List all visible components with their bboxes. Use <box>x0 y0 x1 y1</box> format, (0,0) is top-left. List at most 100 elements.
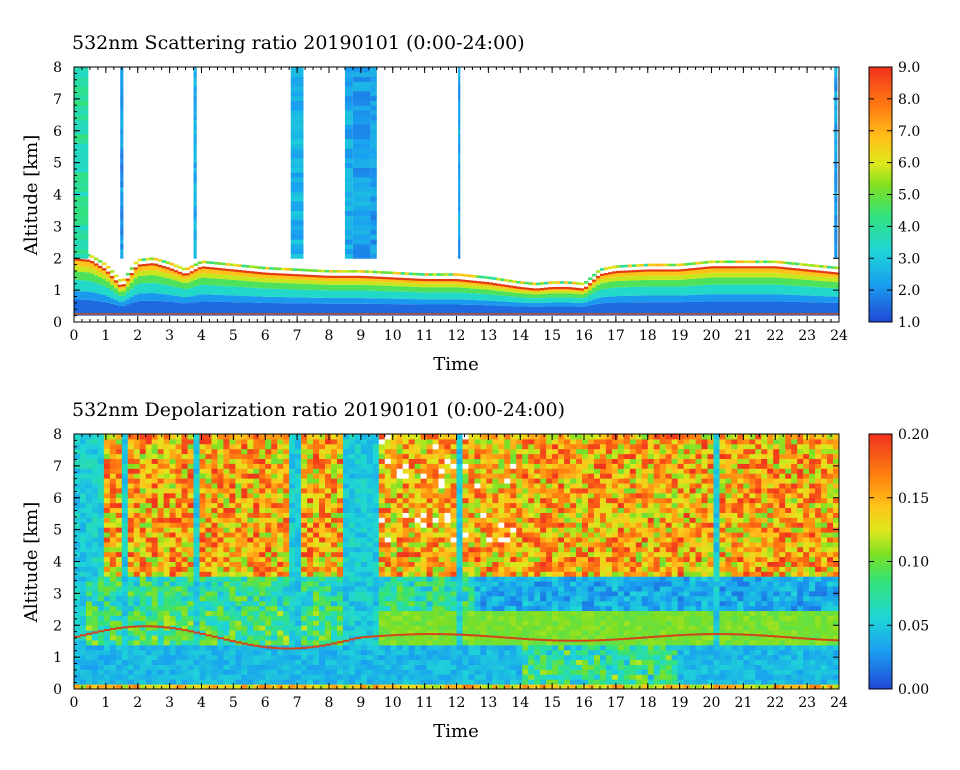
dr-cell <box>139 571 147 577</box>
dr-cell <box>79 684 87 690</box>
dr-cell <box>145 625 153 631</box>
dr-cell <box>79 630 87 636</box>
dr-cell <box>127 659 135 665</box>
sr-cell <box>751 284 756 295</box>
dr-cell <box>229 644 236 651</box>
dr-cell <box>313 576 320 582</box>
sr-cell <box>305 303 310 313</box>
sr-cell <box>400 277 406 281</box>
dr-cell <box>91 669 99 675</box>
sr-cell <box>344 176 353 183</box>
sr-cell <box>293 268 298 271</box>
dr-cell <box>79 566 87 572</box>
dr-cell <box>85 664 93 670</box>
dr-cell <box>360 541 368 548</box>
dr-cell <box>283 468 290 474</box>
sr-cell <box>380 276 386 280</box>
sr-cell <box>370 143 377 149</box>
dr-cell <box>283 576 290 582</box>
dr-cell <box>283 512 290 518</box>
sr-cell <box>205 284 211 295</box>
dr-cell <box>133 590 141 597</box>
sr-cell <box>348 303 354 313</box>
dr-cell <box>97 630 105 636</box>
dr-cell <box>109 448 117 455</box>
dr-cell <box>283 551 290 558</box>
sr-cell <box>667 270 673 276</box>
dr-cell <box>319 546 326 553</box>
sr-cell <box>74 271 79 280</box>
dr-cell <box>295 527 302 533</box>
sr-cell <box>512 292 517 297</box>
sr-cell <box>157 276 163 284</box>
dr-cell <box>253 630 260 636</box>
dr-cell <box>325 546 332 553</box>
sr-cell <box>217 274 223 279</box>
sr-cell <box>823 271 828 274</box>
sr-cell <box>281 289 286 298</box>
sr-cell <box>241 271 246 277</box>
dr-cell <box>354 536 362 543</box>
dr-cell <box>253 473 260 479</box>
dr-cell <box>342 507 350 513</box>
sr-cell <box>290 162 304 168</box>
dr-cell <box>79 527 87 533</box>
sr-cell <box>117 285 123 289</box>
sr-cell <box>568 293 573 298</box>
sr-cell <box>289 273 294 277</box>
sr-cell <box>249 281 254 288</box>
sr-cell <box>329 298 334 304</box>
sr-cell <box>193 205 197 211</box>
sr-cell <box>74 114 89 121</box>
sr-cell <box>715 301 721 313</box>
sr-cell <box>731 272 737 278</box>
dr-cell <box>151 463 159 469</box>
dr-cell <box>121 684 129 690</box>
dr-cell <box>205 453 212 460</box>
dr-cell <box>169 522 177 528</box>
dr-cell <box>133 644 141 651</box>
sr-cell <box>193 234 197 240</box>
sr-cell <box>364 270 370 273</box>
dr-cell <box>91 517 99 523</box>
dr-cell <box>259 615 266 621</box>
dr-cell <box>109 512 117 518</box>
dr-cell <box>193 473 201 479</box>
dr-cell <box>79 443 87 450</box>
dr-cell <box>151 448 159 455</box>
sr-cell <box>169 279 175 287</box>
dr-cell <box>342 438 350 445</box>
sr-cell <box>301 289 306 298</box>
sr-cell <box>428 292 434 300</box>
dr-cell <box>121 551 129 558</box>
dr-cell <box>193 679 201 685</box>
dr-cell <box>301 478 308 484</box>
sr-cell <box>834 81 838 87</box>
dr-cell <box>271 483 278 489</box>
sr-cell <box>74 76 89 82</box>
dr-cell <box>145 492 153 499</box>
dr-cell <box>241 595 248 602</box>
sr-cell <box>229 269 234 272</box>
dr-cell <box>360 581 368 587</box>
dr-cell <box>74 664 81 670</box>
dr-cell <box>265 625 272 631</box>
sr-cell <box>120 200 124 207</box>
dr-cell <box>133 630 141 636</box>
dr-cell <box>307 625 314 631</box>
sr-cell <box>109 298 115 304</box>
dr-cell <box>175 625 183 631</box>
dr-cell <box>241 532 248 538</box>
sr-cell <box>120 176 124 183</box>
dr-cell <box>330 654 338 661</box>
dr-cell <box>205 536 212 543</box>
sr-cell <box>524 306 529 313</box>
sr-cell <box>484 283 489 287</box>
sr-cell <box>723 272 729 278</box>
sr-cell <box>488 305 493 313</box>
dr-cell <box>223 674 230 680</box>
sr-cell <box>380 298 386 304</box>
dr-cell <box>283 522 290 528</box>
dr-cell <box>145 522 153 528</box>
sr-cell <box>181 273 187 276</box>
